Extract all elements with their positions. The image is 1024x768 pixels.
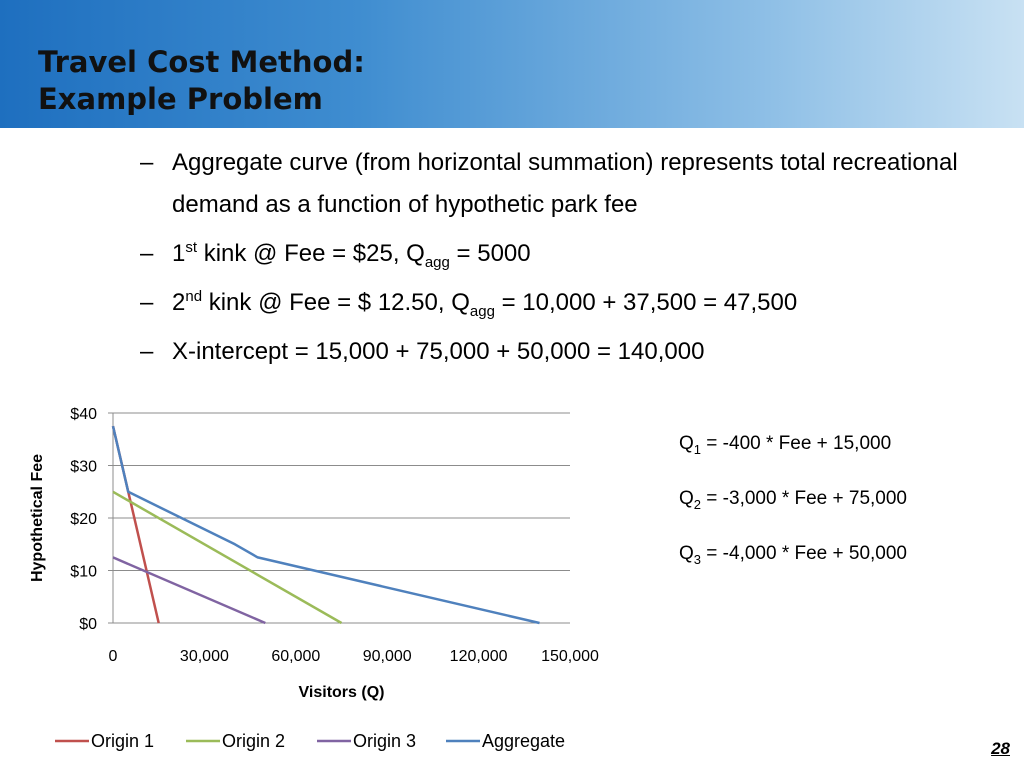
equation-rest: = -3,000 * Fee + 75,000 bbox=[701, 488, 908, 509]
bullet-superscript: st bbox=[185, 239, 198, 256]
bullet-item: 1st kink @ Fee = $25, Qagg = 5000 bbox=[140, 233, 980, 275]
x-tick-label: 60,000 bbox=[271, 648, 320, 665]
legend-label: Origin 1 bbox=[91, 731, 154, 751]
x-tick-label: 90,000 bbox=[363, 648, 412, 665]
slide-title: Travel Cost Method: Example Problem bbox=[38, 44, 365, 118]
slide-title-line-2: Example Problem bbox=[38, 82, 323, 116]
bullet-text-b: kink @ Fee = $25, Q bbox=[197, 240, 425, 267]
equation-rest: = -4,000 * Fee + 50,000 bbox=[701, 543, 908, 564]
equation-q1: Q1 = -400 * Fee + 15,000 bbox=[679, 433, 892, 457]
equation-subscript: 2 bbox=[693, 496, 702, 512]
x-axis-title: Visitors (Q) bbox=[299, 684, 385, 701]
x-tick-label: 0 bbox=[109, 648, 118, 665]
y-axis-title: Hypothetical Fee bbox=[29, 454, 46, 582]
series-line-origin-2 bbox=[112, 490, 343, 625]
bullet-item: Aggregate curve (from horizontal summati… bbox=[140, 142, 980, 226]
equation-q3: Q3 = -4,000 * Fee + 50,000 bbox=[679, 543, 908, 567]
equation-q: Q bbox=[679, 543, 694, 564]
equation-q2: Q2 = -3,000 * Fee + 75,000 bbox=[679, 488, 908, 512]
bullet-text-a: 1 bbox=[172, 240, 186, 267]
y-tick-label: $10 bbox=[70, 564, 97, 581]
series-line-origin-3 bbox=[112, 556, 266, 625]
bullet-text-c: = 10,000 + 37,500 = 47,500 bbox=[494, 289, 798, 316]
equation-subscript: 1 bbox=[693, 441, 702, 457]
bullet-superscript: nd bbox=[185, 288, 203, 305]
bullet-text-c: = 5000 bbox=[449, 240, 531, 267]
equation-subscript: 3 bbox=[693, 551, 702, 567]
y-tick-label: $0 bbox=[79, 616, 97, 633]
bullet-text-a: 2 bbox=[172, 289, 186, 316]
bullet-item: X-intercept = 15,000 + 75,000 + 50,000 =… bbox=[140, 331, 980, 373]
bullet-list: Aggregate curve (from horizontal summati… bbox=[140, 142, 980, 380]
legend-label: Aggregate bbox=[482, 731, 565, 751]
legend-label: Origin 2 bbox=[222, 731, 285, 751]
bullet-text: Aggregate curve (from horizontal summati… bbox=[172, 149, 958, 218]
demand-chart: $0 $10 $20 $30 $40 0 30,000 60,000 90,000 120,000… bbox=[29, 406, 599, 751]
y-tick-label: $20 bbox=[70, 511, 97, 528]
bullet-subscript: agg bbox=[424, 253, 450, 271]
title-band bbox=[0, 0, 1024, 128]
equation-q: Q bbox=[679, 433, 694, 454]
bullet-text: X-intercept = 15,000 + 75,000 + 50,000 =… bbox=[172, 338, 705, 365]
equation-rest: = -400 * Fee + 15,000 bbox=[701, 433, 892, 454]
x-tick-label: 30,000 bbox=[180, 648, 229, 665]
legend-label: Origin 3 bbox=[353, 731, 416, 751]
series-line-aggregate bbox=[111, 425, 540, 625]
slide-title-line-1: Travel Cost Method: bbox=[38, 45, 365, 79]
equation-q: Q bbox=[679, 488, 694, 509]
bullet-subscript: agg bbox=[469, 302, 495, 320]
x-tick-label: 120,000 bbox=[450, 648, 508, 665]
page-number: 28 bbox=[991, 739, 1010, 758]
x-tick-label: 150,000 bbox=[541, 648, 599, 665]
y-tick-label: $30 bbox=[70, 459, 97, 476]
bullet-text-b: kink @ Fee = $ 12.50, Q bbox=[202, 289, 470, 316]
bullet-item: 2nd kink @ Fee = $ 12.50, Qagg = 10,000 … bbox=[140, 282, 980, 324]
y-tick-label: $40 bbox=[70, 406, 97, 423]
